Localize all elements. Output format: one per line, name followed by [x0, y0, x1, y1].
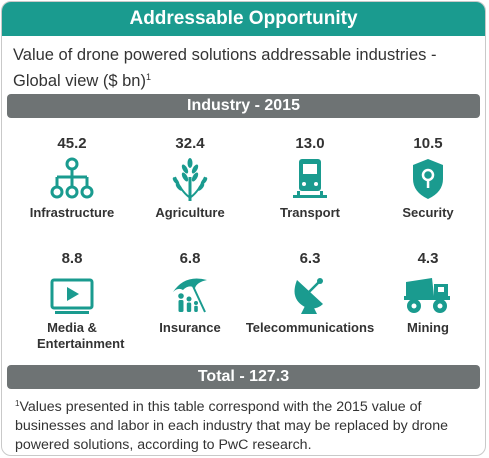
industry-media-entertainment: 8.8 Media & Entertainment — [13, 250, 131, 352]
subtitle-footnote-marker: 1 — [145, 72, 151, 82]
industry-label: Media & Entertainment — [37, 320, 125, 351]
industry-value: 45.2 — [57, 135, 87, 152]
industry-value: 4.3 — [417, 250, 439, 267]
industry-value: 6.3 — [299, 250, 321, 267]
train-icon — [293, 159, 327, 198]
network-icon — [50, 157, 94, 199]
subtitle: Value of drone powered solutions address… — [13, 44, 478, 92]
shield-icon — [413, 159, 443, 199]
umbrella-family-icon — [173, 278, 207, 313]
wheat-icon — [172, 158, 208, 201]
industry-value: 13.0 — [295, 135, 325, 152]
industry-label: Transport — [280, 205, 340, 220]
total-bar: Total - 127.3 — [7, 365, 480, 389]
industry-label: Security — [402, 205, 454, 220]
section-bar: Industry - 2015 — [7, 94, 480, 118]
industry-infrastructure: 45.2 Infrastructure — [13, 135, 131, 221]
total-value: Total - 127.3 — [197, 368, 290, 385]
header-title: Addressable Opportunity — [129, 8, 358, 29]
industry-label: Mining — [407, 320, 449, 335]
industry-security: 10.5 Security — [369, 135, 485, 221]
industry-label: Telecommunications — [245, 320, 375, 335]
industry-value: 6.8 — [179, 250, 201, 267]
section-title: Industry - 2015 — [187, 97, 300, 114]
industry-label: Infrastructure — [29, 205, 115, 220]
industry-label: Agriculture — [155, 205, 225, 220]
footnote: 1Values presented in this table correspo… — [15, 394, 480, 455]
footnote-marker: 1 — [15, 399, 20, 408]
header-bar: Addressable Opportunity — [2, 2, 485, 36]
industry-agriculture: 32.4 Agriculture — [131, 135, 249, 221]
industry-value: 8.8 — [61, 250, 83, 267]
industry-value: 32.4 — [175, 135, 205, 152]
industry-transport: 13.0 Transport — [251, 135, 369, 221]
industry-telecommunications: 6.3 Telecommunications — [246, 250, 374, 336]
industry-value: 10.5 — [413, 135, 443, 152]
industry-label: Insurance — [159, 320, 221, 335]
satellite-dish-icon — [294, 278, 323, 314]
footnote-text: Values presented in this table correspon… — [15, 399, 448, 453]
industry-mining: 4.3 Mining — [369, 250, 485, 336]
subtitle-text: Value of drone powered solutions address… — [13, 46, 437, 90]
mining-truck-icon — [404, 278, 450, 313]
play-screen-icon — [50, 278, 94, 314]
industry-insurance: 6.8 Insurance — [131, 250, 249, 336]
